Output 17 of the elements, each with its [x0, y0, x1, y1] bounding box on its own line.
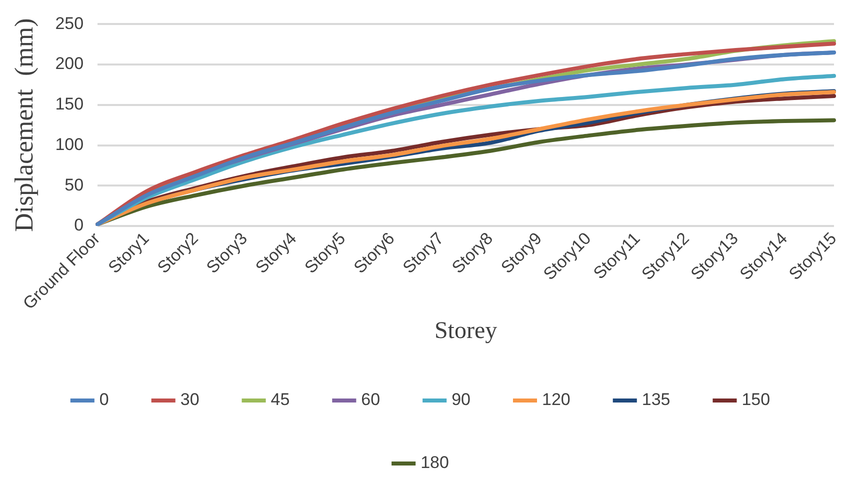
legend-label: 120: [542, 390, 570, 410]
legend-label: 135: [642, 390, 670, 410]
y-tick-label: 250: [55, 14, 84, 33]
legend-label: 90: [452, 390, 471, 410]
y-tick-label: 50: [64, 175, 84, 194]
legend-label: 0: [99, 390, 109, 410]
legend-label: 150: [742, 390, 770, 410]
y-tick-label: 150: [55, 94, 84, 114]
legend-label: 180: [420, 453, 449, 472]
y-tick-label: 100: [55, 134, 84, 154]
y-axis-title: Displacement (mm): [9, 18, 38, 232]
legend-label: 60: [361, 390, 380, 410]
y-tick-label: 0: [74, 216, 84, 235]
y-tick-label: 200: [55, 54, 84, 74]
legend-label: 30: [180, 390, 200, 410]
legend-label: 45: [270, 390, 290, 410]
x-axis-title: Storey: [434, 318, 498, 344]
